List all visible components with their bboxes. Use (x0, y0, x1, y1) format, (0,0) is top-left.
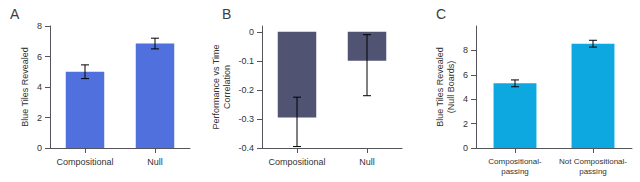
svg-text:6: 6 (463, 70, 468, 80)
svg-text:2: 2 (463, 119, 468, 129)
svg-text:4: 4 (37, 82, 42, 92)
svg-text:Null: Null (359, 157, 375, 167)
svg-text:-0.1: -0.1 (238, 56, 254, 66)
svg-text:Compositional: Compositional (268, 157, 325, 167)
svg-text:Performance vs Time: Performance vs Time (211, 44, 221, 129)
svg-text:Correlation: Correlation (222, 65, 232, 109)
svg-text:6: 6 (37, 52, 42, 62)
svg-text:4: 4 (463, 94, 468, 104)
svg-text:Compositional-: Compositional- (488, 157, 542, 166)
svg-text:(Null Boards): (Null Boards) (446, 61, 456, 114)
svg-text:Blue Tiles Revealed: Blue Tiles Revealed (435, 47, 445, 127)
svg-text:-0.4: -0.4 (238, 143, 254, 153)
svg-text:passing: passing (501, 167, 529, 176)
svg-text:-0.2: -0.2 (238, 85, 254, 95)
svg-text:8: 8 (37, 21, 42, 31)
svg-text:C: C (436, 6, 446, 22)
svg-text:A: A (10, 6, 20, 22)
svg-text:passing: passing (579, 167, 607, 176)
svg-text:Blue Tiles Revealed: Blue Tiles Revealed (20, 47, 30, 127)
svg-text:-0.3: -0.3 (238, 114, 254, 124)
svg-text:Not Compositional-: Not Compositional- (559, 157, 627, 166)
svg-text:B: B (222, 6, 231, 22)
svg-text:8: 8 (463, 45, 468, 55)
svg-text:2: 2 (37, 113, 42, 123)
svg-text:0: 0 (249, 27, 254, 37)
svg-text:Compositional: Compositional (56, 157, 113, 167)
svg-text:0: 0 (37, 143, 42, 153)
svg-text:Null: Null (147, 157, 163, 167)
svg-text:0: 0 (463, 143, 468, 153)
